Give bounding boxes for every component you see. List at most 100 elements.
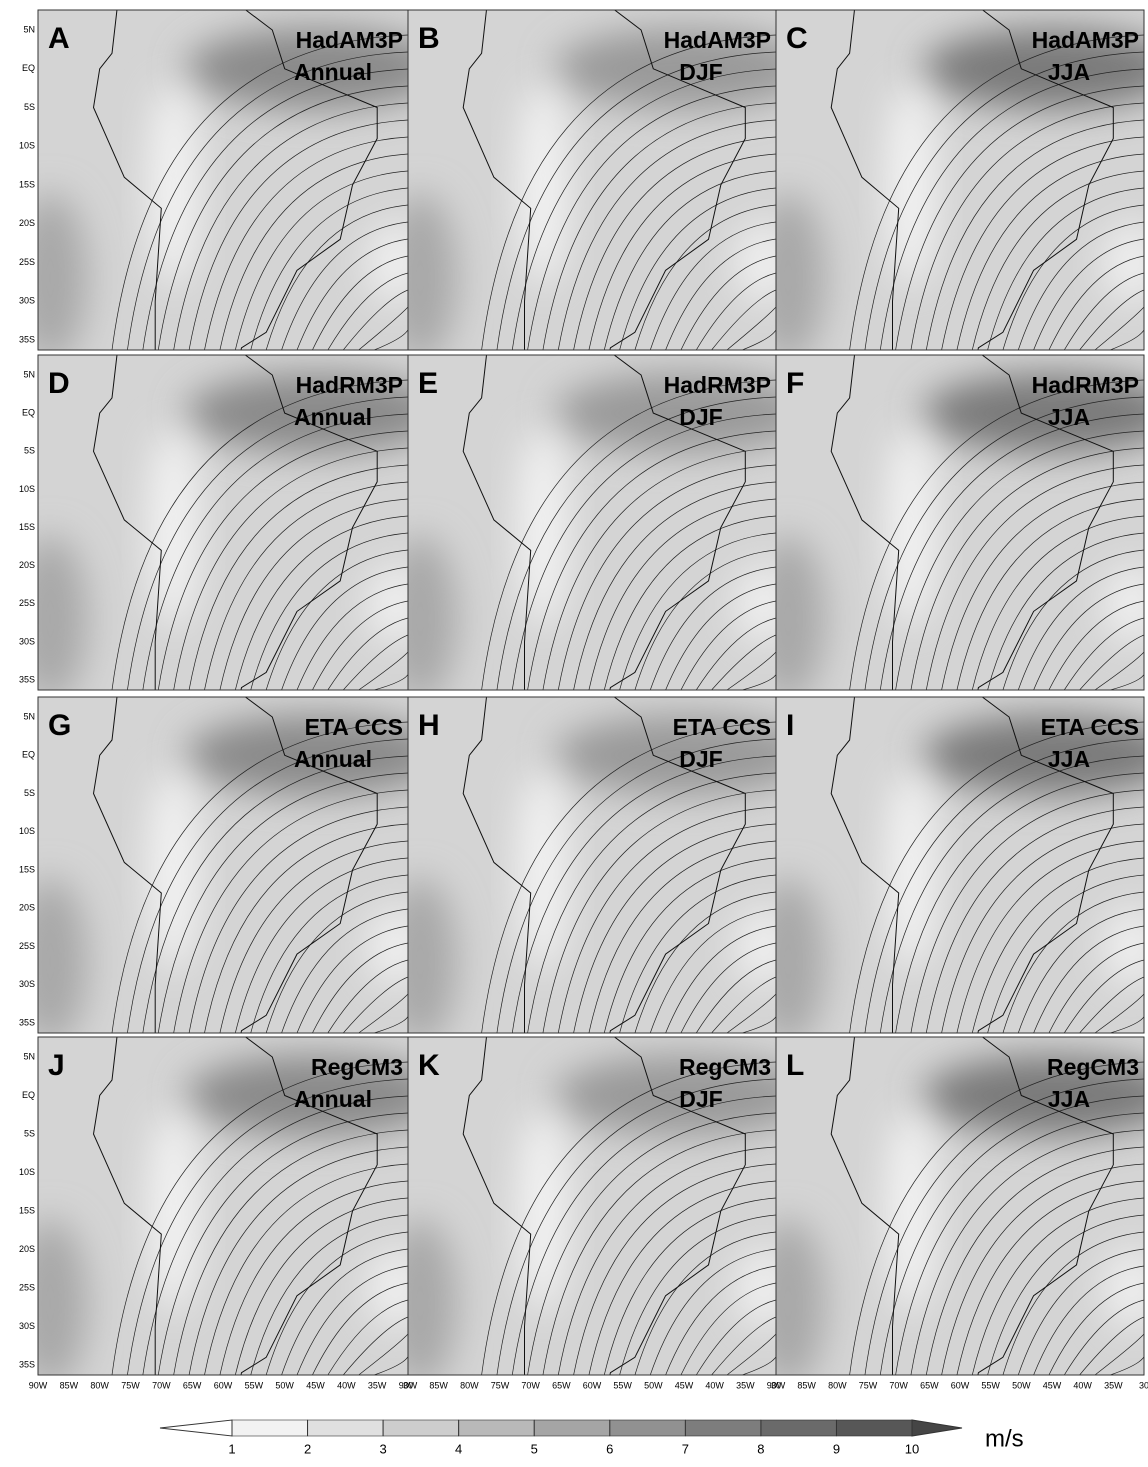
streamline — [542, 447, 776, 690]
streamline — [695, 1299, 776, 1375]
streamline — [373, 1351, 408, 1375]
coastline — [92, 697, 378, 1033]
streamline — [296, 925, 408, 1033]
lat-label: 5S — [24, 1128, 35, 1138]
streamline — [864, 396, 1144, 690]
streamline — [665, 583, 776, 690]
streamline — [142, 68, 408, 350]
lat-label: 15S — [19, 522, 35, 532]
streamline — [573, 823, 776, 1033]
model-name: ETA CCS — [1041, 714, 1139, 740]
colorbar-label: 4 — [455, 1441, 462, 1456]
streamline — [895, 430, 1144, 690]
wind-shade — [147, 1109, 200, 1313]
wind-shade — [186, 372, 408, 454]
streamline — [496, 396, 776, 690]
lat-label: 35S — [19, 1017, 35, 1027]
lon-label: 55W — [613, 1380, 632, 1390]
lon-label: 60W — [583, 1380, 602, 1390]
streamline — [327, 617, 408, 690]
panel-letter: I — [786, 709, 794, 742]
streamline — [956, 498, 1144, 690]
lon-label: 75W — [121, 1380, 140, 1390]
streamline — [142, 413, 408, 690]
colorbar-label: 2 — [304, 1441, 311, 1456]
period: JJA — [1048, 59, 1090, 85]
streamline — [373, 1011, 408, 1033]
coastline — [830, 10, 1114, 350]
streamline — [265, 549, 408, 690]
streamline — [358, 651, 408, 690]
streamline — [173, 789, 408, 1033]
streamline — [971, 857, 1144, 1033]
streamline — [481, 721, 776, 1033]
lon-label: 35W — [736, 1380, 755, 1390]
wind-shade — [776, 877, 826, 1033]
streamline — [649, 566, 776, 690]
lat-label: 30S — [19, 296, 35, 306]
streamline — [849, 1061, 1144, 1375]
streamline — [971, 170, 1144, 350]
period: DJF — [679, 746, 722, 772]
streamline — [634, 891, 776, 1033]
wind-shade — [555, 714, 776, 796]
streamline — [296, 1265, 408, 1375]
streamline — [265, 204, 408, 350]
streamline — [680, 600, 776, 690]
panel-letter: L — [786, 1049, 804, 1082]
coastline — [462, 355, 746, 690]
streamline — [895, 1112, 1144, 1375]
streamline — [573, 481, 776, 690]
streamline — [726, 651, 776, 690]
lon-label: 85W — [429, 1380, 448, 1390]
streamline — [1094, 1333, 1144, 1375]
lat-label: 10S — [19, 826, 35, 836]
streamline — [665, 1265, 776, 1375]
streamline — [265, 1231, 408, 1375]
wind-shade — [776, 535, 826, 690]
streamline — [234, 1197, 408, 1375]
streamline — [1110, 324, 1144, 350]
streamline — [1033, 925, 1144, 1033]
streamline — [711, 289, 776, 350]
model-name: HadAM3P — [296, 27, 403, 53]
wind-shade — [38, 535, 88, 690]
streamline — [1017, 1248, 1144, 1375]
map-content — [408, 355, 776, 690]
lat-label: 5N — [23, 369, 35, 379]
panel-letter: B — [418, 22, 440, 55]
streamline — [312, 600, 408, 690]
lat-label: 35S — [19, 1359, 35, 1369]
streamline — [157, 430, 408, 690]
lon-label: 60W — [214, 1380, 233, 1390]
streamline — [665, 238, 776, 350]
lat-label: EQ — [22, 408, 35, 418]
streamline — [527, 85, 776, 350]
lat-label: 5N — [23, 1051, 35, 1061]
wind-shade — [408, 877, 458, 1033]
streamline — [879, 68, 1144, 350]
lon-label: 55W — [981, 1380, 1000, 1390]
streamline — [1063, 959, 1144, 1033]
map-panel: B HadAM3P DJF — [407, 9, 777, 351]
streamline — [711, 1316, 776, 1375]
wind-shade — [555, 372, 776, 454]
streamline — [925, 806, 1144, 1033]
streamline — [188, 806, 408, 1033]
panel-letter: E — [418, 367, 438, 400]
lat-label: 5N — [23, 24, 35, 34]
streamline — [910, 102, 1144, 350]
map-content — [38, 10, 408, 350]
model-name: ETA CCS — [673, 714, 771, 740]
panel-letter: K — [418, 1049, 440, 1082]
streamline — [327, 272, 408, 350]
period: JJA — [1048, 1086, 1090, 1112]
wind-shade — [1102, 563, 1144, 644]
streamline — [603, 857, 776, 1033]
streamline — [219, 840, 408, 1033]
lon-label: 30 — [403, 1380, 413, 1390]
streamline — [281, 566, 408, 690]
panel-letter: J — [48, 1049, 65, 1082]
streamline — [142, 1095, 408, 1375]
colorbar-segment — [760, 1419, 837, 1437]
